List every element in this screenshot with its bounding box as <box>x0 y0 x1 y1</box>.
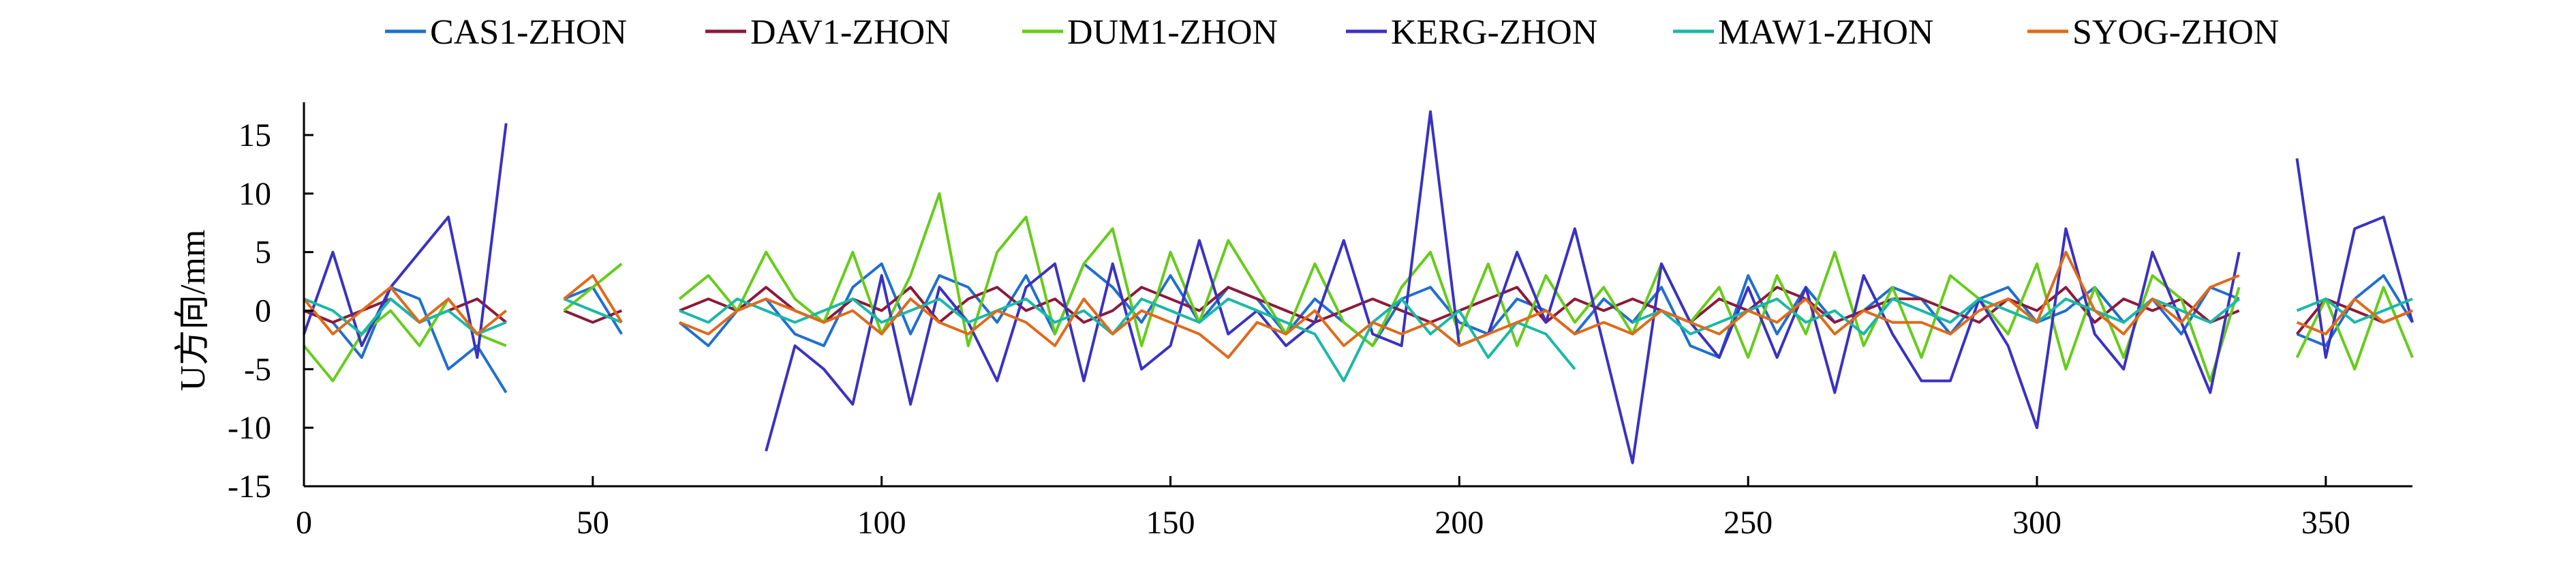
legend-label: KERG-ZHON <box>1391 13 1597 52</box>
legend-label: MAW1-ZHON <box>1718 13 1933 52</box>
y-tick-label: 0 <box>255 293 271 329</box>
y-tick-label: 15 <box>239 117 271 153</box>
x-tick-label: 100 <box>857 505 906 541</box>
ticks: 0 50 100 150 200 250 300 350 -15 -10 -5 0 5 10 15 <box>228 117 2350 541</box>
series-line-dum1-zhon <box>303 192 2414 383</box>
y-tick-label: -15 <box>228 469 271 505</box>
legend-item-syog-zhon: SYOG-ZHON <box>2027 13 2279 52</box>
legend-label: DUM1-ZHON <box>1067 13 1278 52</box>
legend-item-dav1-zhon: DAV1-ZHON <box>705 13 951 52</box>
series-layer <box>303 110 2414 464</box>
y-tick-label: 5 <box>255 235 271 271</box>
legend-item-kerg-zhon: KERG-ZHON <box>1346 13 1597 52</box>
y-axis-label: U方向/mm <box>174 230 213 391</box>
legend-label: DAV1-ZHON <box>750 13 951 52</box>
y-tick-label: -5 <box>244 351 271 387</box>
legend-item-dum1-zhon: DUM1-ZHON <box>1022 13 1278 52</box>
x-tick-label: 50 <box>577 505 609 541</box>
y-tick-label: -10 <box>228 410 271 446</box>
legend-item-maw1-zhon: MAW1-ZHON <box>1673 13 1933 52</box>
x-tick-label: 350 <box>2301 505 2350 541</box>
x-tick-label: 0 <box>296 505 312 541</box>
legend: CAS1-ZHON DAV1-ZHON DUM1-ZHON KERG-ZHON MAW1… <box>385 13 2279 52</box>
legend-label: CAS1-ZHON <box>430 13 627 52</box>
y-tick-label: 10 <box>239 176 271 212</box>
x-tick-label: 250 <box>1723 505 1773 541</box>
legend-item-cas1-zhon: CAS1-ZHON <box>385 13 627 52</box>
x-tick-label: 300 <box>2012 505 2061 541</box>
series-line-maw1-zhon <box>303 297 2413 383</box>
x-tick-label: 200 <box>1435 505 1484 541</box>
legend-label: SYOG-ZHON <box>2072 13 2279 52</box>
x-tick-label: 150 <box>1146 505 1195 541</box>
axes <box>303 102 2412 488</box>
series-line-kerg-zhon <box>303 110 2414 464</box>
series-line-syog-zhon <box>303 250 2413 359</box>
